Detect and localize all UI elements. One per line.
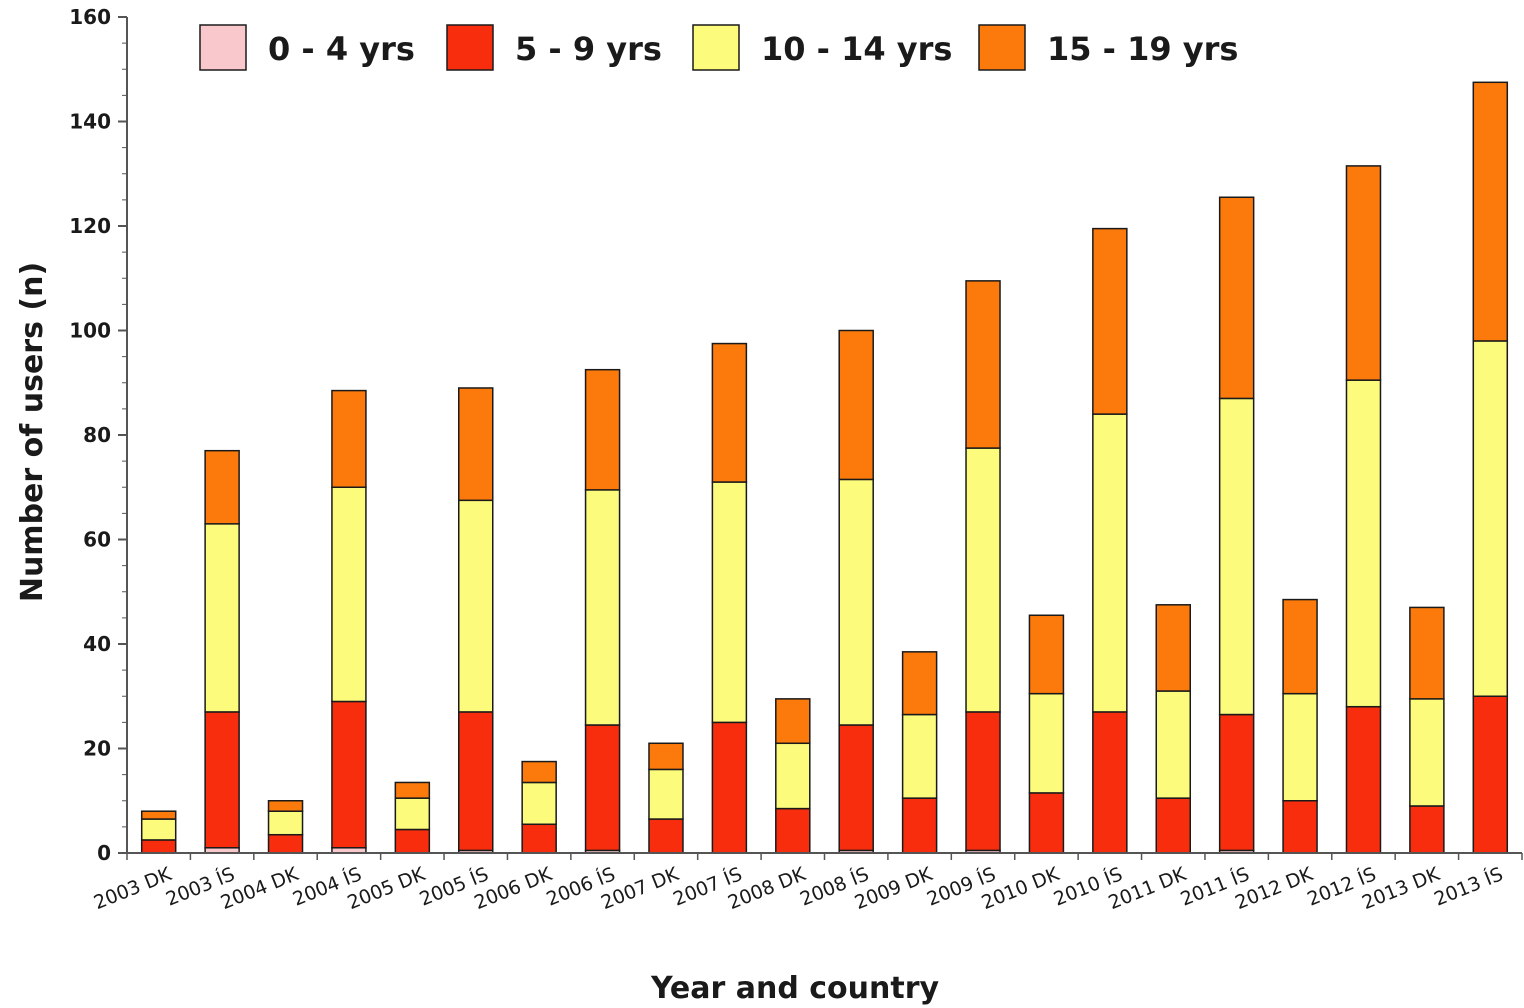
bar-segment <box>331 700 367 849</box>
bar-segment <box>140 810 177 820</box>
bar-segment <box>1028 614 1065 695</box>
bar-segment <box>1472 81 1509 342</box>
bar-segment <box>901 713 938 799</box>
bar-segment <box>394 797 431 831</box>
bar-segment <box>1345 379 1382 708</box>
bar-segment <box>775 807 811 854</box>
bar-segment <box>648 818 684 854</box>
bar-segment <box>394 781 431 799</box>
bar-segment <box>584 368 621 491</box>
bar-segment <box>1092 711 1128 854</box>
bar-segment <box>711 481 748 724</box>
bar-segment <box>140 839 177 854</box>
bar-segment <box>711 342 748 483</box>
bar-segment <box>775 698 811 745</box>
bar-segment <box>1472 340 1509 697</box>
x-axis-title: Year and country <box>650 971 940 1006</box>
y-tick-label: 0 <box>97 841 111 865</box>
bar-segment <box>267 800 304 812</box>
bar-segment <box>1155 690 1191 799</box>
legend-swatch <box>446 24 494 71</box>
bar-segment <box>204 449 240 525</box>
bar-segment <box>1282 692 1318 802</box>
bar-segment <box>267 833 304 854</box>
bar-segment <box>1155 604 1191 692</box>
bar-segment <box>1028 692 1065 794</box>
y-tick-label: 20 <box>83 737 111 761</box>
bar-segment <box>1409 606 1445 700</box>
bar-segment <box>1092 413 1128 713</box>
bar-segment <box>1218 713 1255 852</box>
bar-segment <box>1472 695 1509 854</box>
bar-segment <box>901 651 938 716</box>
y-tick-label: 80 <box>83 423 111 447</box>
bar-segment <box>838 329 874 481</box>
y-axis-ticks: 0 20 40 60 80 100 120 140 160 <box>69 5 127 865</box>
bar-segment <box>521 760 557 784</box>
bar-segment <box>458 711 494 852</box>
y-tick-label: 40 <box>83 632 111 656</box>
bar-segment <box>140 818 177 841</box>
legend-label: 5 - 9 yrs <box>515 30 662 68</box>
bar-segment <box>458 387 494 502</box>
bar-segment <box>1218 397 1255 716</box>
bar-segment <box>521 823 557 854</box>
bar-segment <box>1155 797 1191 854</box>
bar-segment <box>965 447 1001 713</box>
bar-segment <box>648 768 684 820</box>
bar-segment <box>838 478 874 726</box>
bar-segment <box>965 280 1001 449</box>
bar-segment <box>1092 227 1128 415</box>
bar-segment <box>711 721 748 854</box>
bar-segment <box>1409 698 1445 807</box>
bar-segment <box>965 711 1001 852</box>
bar-segment <box>267 810 304 836</box>
legend-swatch <box>692 24 740 71</box>
bar-segment <box>1282 800 1318 854</box>
bar-segment <box>775 742 811 810</box>
bars <box>140 81 1509 854</box>
bar-segment <box>584 489 621 726</box>
bar-segment <box>1345 165 1382 381</box>
bar-segment <box>901 797 938 854</box>
bar-segment <box>584 724 621 852</box>
x-tick-label: 2013 ÍS <box>1431 862 1506 910</box>
y-tick-label: 60 <box>83 528 111 552</box>
bar-segment <box>331 486 367 703</box>
bar-segment <box>1409 805 1445 854</box>
bar-segment <box>1028 792 1065 854</box>
x-tick-label: 2003 DK <box>91 863 175 914</box>
bar-segment <box>331 389 367 488</box>
bar-segment <box>838 724 874 852</box>
legend-label: 0 - 4 yrs <box>268 30 415 68</box>
bar-segment <box>394 828 431 854</box>
bar-segment <box>1345 705 1382 854</box>
bar-segment <box>204 711 240 849</box>
bar-segment <box>521 781 557 826</box>
y-tick-label: 160 <box>69 5 111 29</box>
y-tick-label: 140 <box>69 110 111 134</box>
legend-label: 10 - 14 yrs <box>761 30 952 68</box>
legend-swatch <box>978 24 1026 71</box>
bar-segment <box>1282 598 1318 695</box>
bar-segment <box>1218 196 1255 400</box>
y-tick-label: 100 <box>69 319 111 343</box>
legend: 0 - 4 yrs 5 - 9 yrs 10 - 14 yrs 15 - 19 yrs <box>199 24 1238 71</box>
y-axis-title: Number of users (n) <box>15 262 50 602</box>
bar-segment <box>204 523 240 713</box>
bar-segment <box>458 499 494 713</box>
y-tick-label: 120 <box>69 214 111 238</box>
legend-swatch <box>199 24 247 71</box>
legend-label: 15 - 19 yrs <box>1047 30 1238 68</box>
bar-segment <box>648 742 684 771</box>
